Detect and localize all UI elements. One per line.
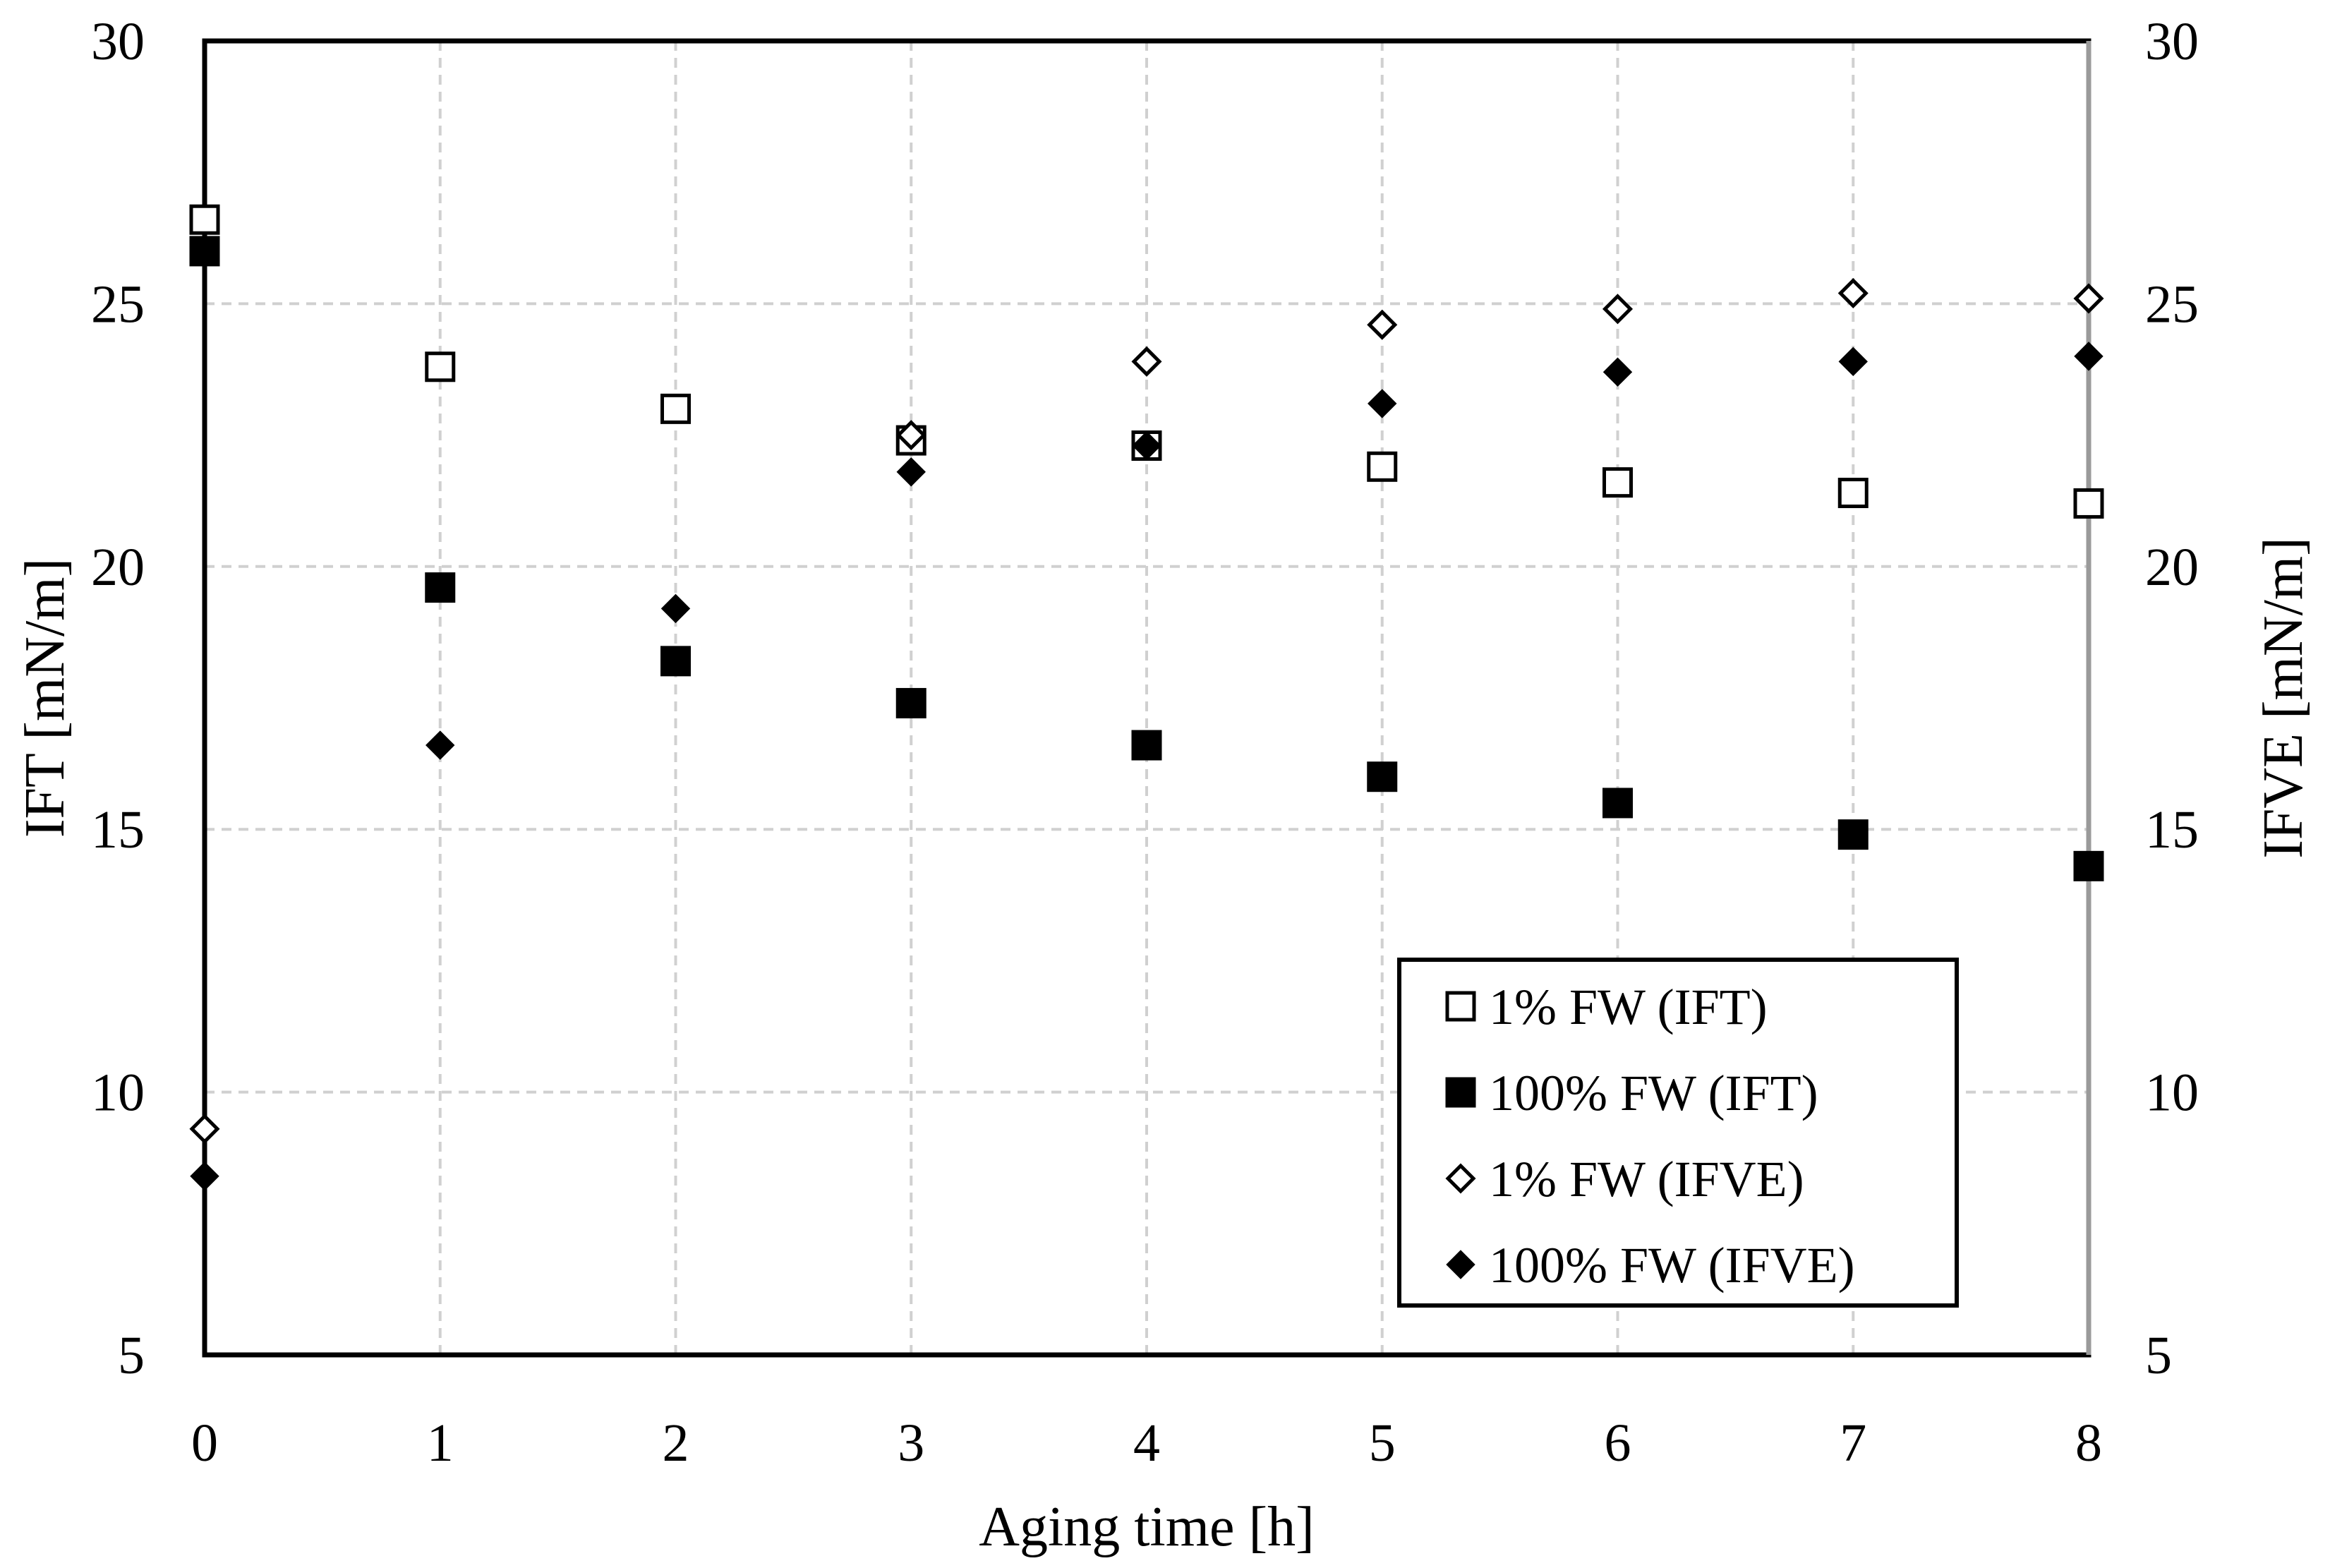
- x-axis-title: Aging time [h]: [979, 1496, 1314, 1558]
- data-point: [1837, 478, 1869, 509]
- data-point: [1602, 467, 1633, 498]
- x-tick-label: 8: [2075, 1413, 2102, 1473]
- data-point: [1367, 761, 1398, 792]
- data-point: [189, 236, 220, 267]
- legend-marker: [1445, 1077, 1476, 1108]
- data-point: [660, 593, 691, 624]
- data-point: [895, 687, 926, 718]
- data-point: [1602, 294, 1634, 325]
- data-point: [895, 420, 926, 451]
- legend-box: [1397, 958, 1959, 1308]
- data-point: [189, 1114, 220, 1145]
- series-3: [190, 342, 2103, 1191]
- y-right-tick-label: 30: [2145, 12, 2199, 71]
- y-right-axis-title: IFVE [mN/m]: [2252, 537, 2314, 859]
- x-tick-label: 1: [427, 1413, 454, 1473]
- data-point: [425, 730, 455, 760]
- legend-label: 1% FW (IFT): [1489, 979, 1768, 1035]
- y-left-tick-label: 25: [91, 275, 145, 334]
- y-left-axis-title: IFT [mN/m]: [14, 558, 76, 838]
- data-point: [2073, 488, 2104, 519]
- y-left-tick-label: 30: [91, 12, 145, 71]
- data-point: [1131, 730, 1162, 761]
- y-left-tick-label: 15: [91, 800, 145, 860]
- legend-label: 100% FW (IFVE): [1489, 1237, 1855, 1293]
- x-tick-label: 0: [191, 1413, 218, 1473]
- x-tick-label: 3: [898, 1413, 924, 1473]
- data-point: [1602, 788, 1633, 819]
- y-left-tick-label: 10: [91, 1063, 145, 1123]
- y-right-tick-label: 5: [2145, 1326, 2172, 1385]
- y-right-tick-label: 25: [2145, 275, 2199, 334]
- x-axis-ticks: 0 1 2 3 4 5 6 7 8: [191, 1413, 2102, 1473]
- y-left-axis-ticks: 5 10 15 20 25 30: [91, 12, 145, 1385]
- data-point: [2074, 342, 2103, 371]
- data-point: [425, 572, 456, 603]
- series-2: [189, 277, 2104, 1145]
- legend-label: 100% FW (IFT): [1489, 1065, 1818, 1121]
- data-points: [189, 204, 2104, 1191]
- y-left-tick-label: 5: [118, 1326, 145, 1385]
- y-left-tick-label: 20: [91, 538, 145, 597]
- data-point: [660, 393, 691, 424]
- grid: [205, 41, 2089, 1355]
- data-point: [1131, 346, 1162, 377]
- x-tick-label: 4: [1133, 1413, 1160, 1473]
- x-tick-label: 6: [1605, 1413, 1631, 1473]
- data-point: [1368, 389, 1397, 418]
- x-tick-label: 7: [1840, 1413, 1866, 1473]
- data-point: [189, 204, 220, 235]
- y-right-tick-label: 15: [2145, 800, 2199, 860]
- legend-marker: [1445, 1163, 1476, 1194]
- data-point: [1838, 346, 1868, 377]
- legend-marker: [1446, 1250, 1475, 1279]
- x-tick-label: 2: [663, 1413, 689, 1473]
- data-point: [425, 351, 456, 382]
- data-point: [1132, 430, 1161, 461]
- legend: 1% FW (IFT) 100% FW (IFT) 1% FW (IFVE) 100%…: [1397, 958, 1959, 1308]
- y-right-tick-label: 10: [2145, 1063, 2199, 1123]
- y-right-tick-label: 20: [2145, 538, 2199, 597]
- data-point: [2073, 850, 2104, 881]
- y-right-axis-ticks: 5 10 15 20 25 30: [2145, 12, 2199, 1385]
- x-tick-label: 5: [1369, 1413, 1396, 1473]
- series-1: [189, 236, 2104, 881]
- data-point: [190, 1162, 219, 1191]
- legend-marker: [1445, 991, 1476, 1022]
- data-point: [1837, 819, 1869, 850]
- data-point: [1367, 451, 1398, 482]
- legend-label: 1% FW (IFVE): [1489, 1151, 1804, 1207]
- data-point: [1602, 357, 1633, 387]
- data-point: [1837, 277, 1869, 309]
- data-point: [1367, 309, 1398, 340]
- data-point: [896, 457, 926, 487]
- data-point: [660, 646, 691, 677]
- data-point: [2073, 283, 2104, 314]
